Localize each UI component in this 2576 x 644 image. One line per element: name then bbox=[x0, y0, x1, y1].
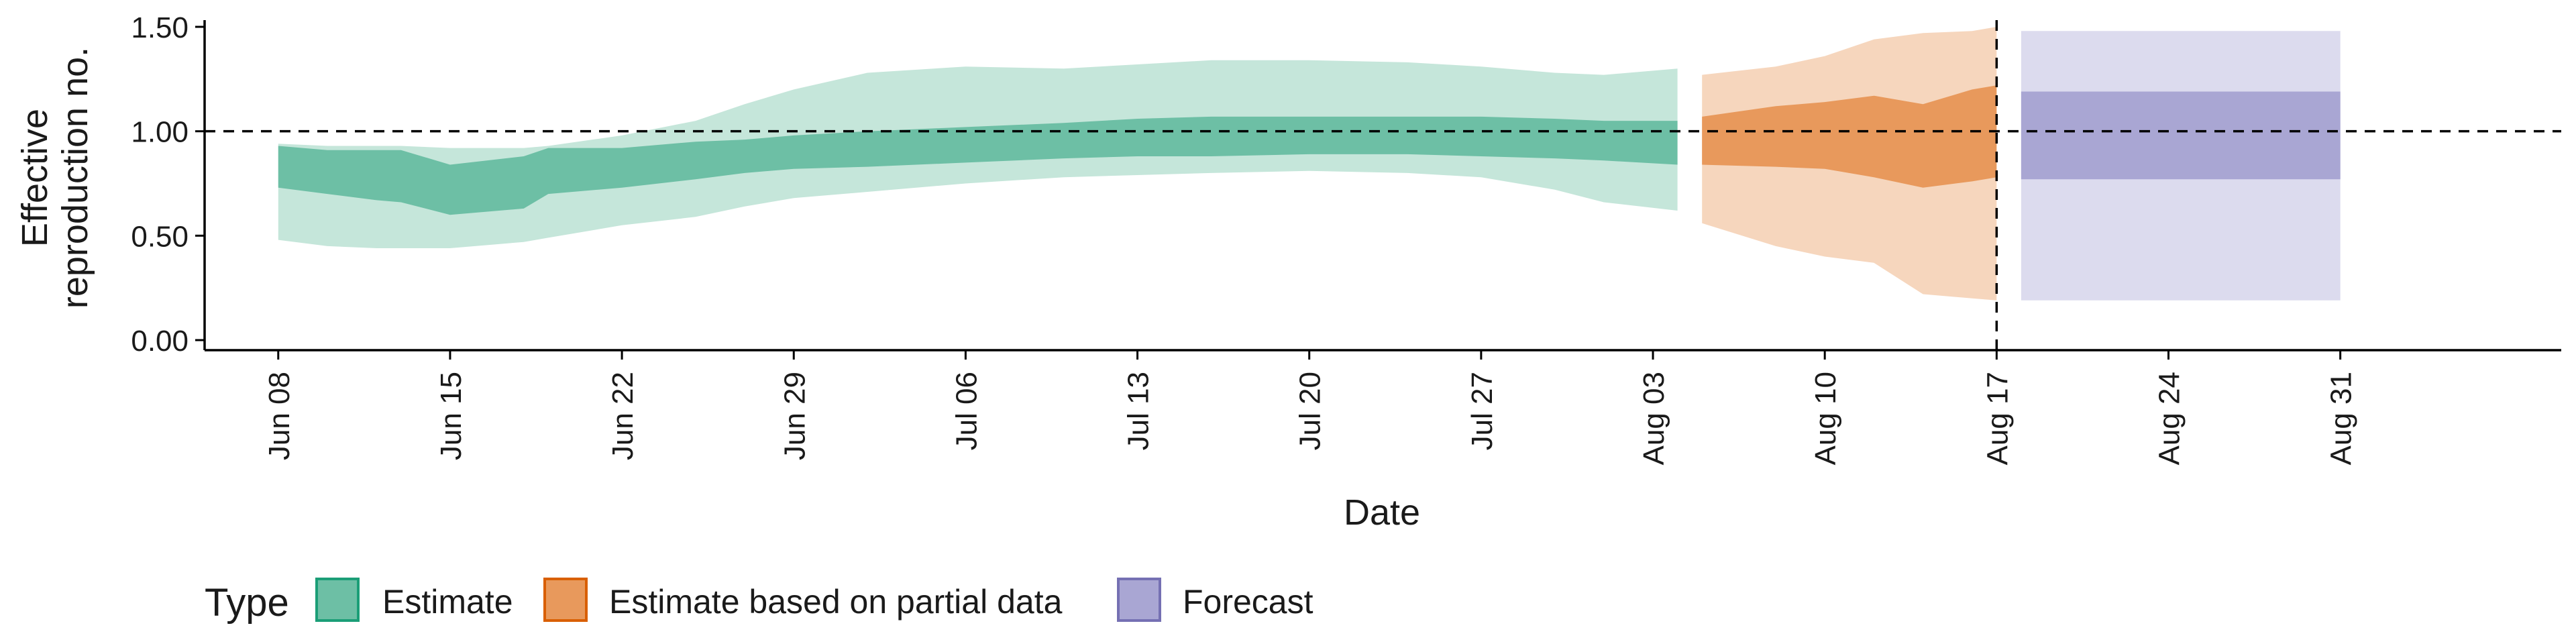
legend-label-partial: Estimate based on partial data bbox=[609, 583, 1063, 621]
x-tick-label: Aug 24 bbox=[2153, 372, 2186, 465]
y-tick-label: 1.00 bbox=[131, 116, 189, 149]
y-axis-title-line-2: reproduction no. bbox=[55, 47, 95, 309]
band-50-estimate bbox=[278, 116, 1678, 215]
x-tick-label: Jul 20 bbox=[1294, 372, 1327, 450]
reference-lines bbox=[205, 20, 2561, 350]
y-axis-title-line-1: Effective bbox=[15, 109, 55, 247]
band-50-partial bbox=[1702, 85, 1997, 188]
x-tick-label: Jun 29 bbox=[778, 372, 811, 460]
legend-key-forecast bbox=[1117, 578, 1161, 622]
x-tick-label: Jul 06 bbox=[950, 372, 983, 450]
legend: Type Estimate Estimate based on partial … bbox=[205, 578, 1313, 625]
legend-label-estimate: Estimate bbox=[382, 583, 513, 621]
y-ticks: 0.00 0.50 1.00 1.50 bbox=[131, 11, 205, 358]
x-tick-label: Aug 31 bbox=[2325, 372, 2358, 465]
legend-key-partial bbox=[543, 578, 588, 622]
plot-bands bbox=[278, 27, 2341, 301]
x-tick-label: Aug 10 bbox=[1809, 372, 1842, 465]
x-tick-label: Jul 27 bbox=[1466, 372, 1499, 450]
band-50-forecast bbox=[2021, 91, 2341, 180]
legend-key-estimate bbox=[315, 578, 360, 622]
legend-title: Type bbox=[205, 581, 289, 625]
x-axis-title: Date bbox=[1344, 492, 1420, 533]
x-ticks: Jun 08 Jun 15 Jun 22 Jun 29 Jul 06 Jul 13 Jul … bbox=[263, 350, 2358, 465]
y-tick-label: 0.50 bbox=[131, 220, 189, 253]
y-tick-label: 1.50 bbox=[131, 11, 189, 44]
x-tick-label: Jun 08 bbox=[263, 372, 296, 460]
x-tick-label: Jun 15 bbox=[435, 372, 468, 460]
x-tick-label: Jun 22 bbox=[606, 372, 639, 460]
y-tick-label: 0.00 bbox=[131, 325, 189, 358]
legend-label-forecast: Forecast bbox=[1183, 583, 1313, 621]
x-tick-label: Aug 17 bbox=[1981, 372, 2014, 465]
x-tick-label: Jul 13 bbox=[1122, 372, 1155, 450]
x-tick-label: Aug 03 bbox=[1638, 372, 1670, 465]
